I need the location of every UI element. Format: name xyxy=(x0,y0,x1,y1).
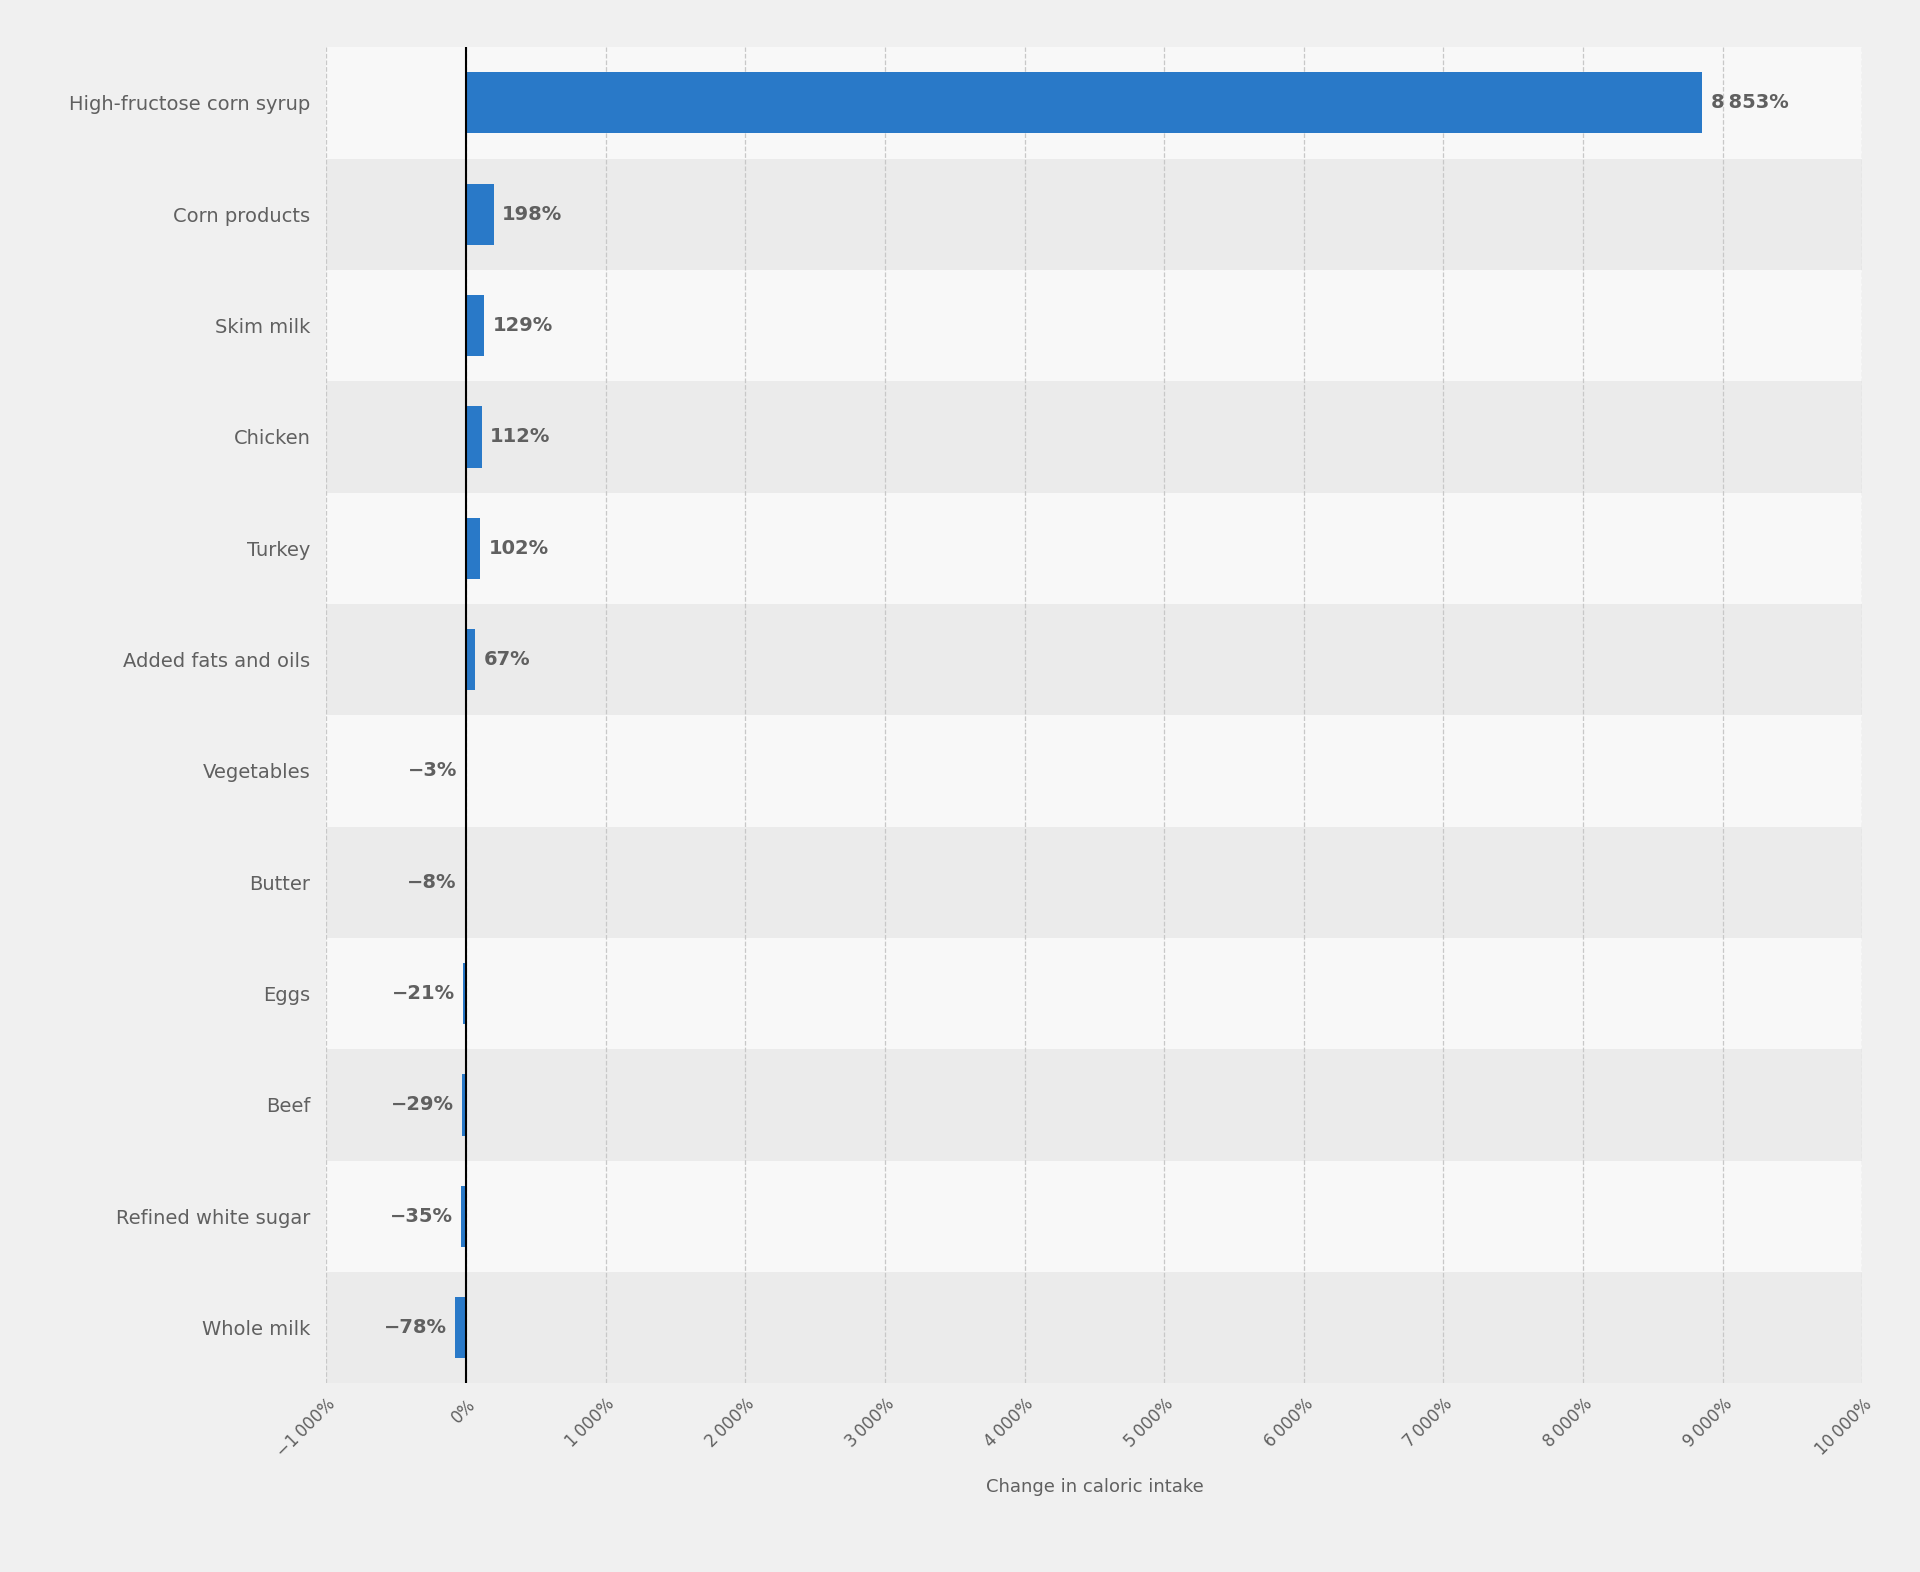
Text: −78%: −78% xyxy=(384,1319,447,1338)
Bar xyxy=(326,604,1862,715)
Text: 129%: 129% xyxy=(492,316,553,335)
Bar xyxy=(467,184,493,245)
Bar xyxy=(326,715,1862,827)
Bar xyxy=(326,382,1862,492)
Bar xyxy=(326,159,1862,270)
Text: 112%: 112% xyxy=(490,428,551,446)
Bar xyxy=(455,1297,467,1358)
Bar xyxy=(467,517,480,578)
Bar xyxy=(463,1074,467,1135)
Bar xyxy=(326,827,1862,938)
Text: 8 853%: 8 853% xyxy=(1711,93,1788,112)
Bar xyxy=(467,406,482,467)
Bar xyxy=(326,1050,1862,1160)
Bar xyxy=(326,270,1862,382)
Text: 102%: 102% xyxy=(490,539,549,558)
Bar xyxy=(467,296,484,357)
Text: −35%: −35% xyxy=(390,1207,453,1226)
Bar xyxy=(326,1160,1862,1272)
Bar xyxy=(326,938,1862,1050)
Bar xyxy=(467,629,476,690)
X-axis label: Change in caloric intake: Change in caloric intake xyxy=(985,1478,1204,1495)
Text: −21%: −21% xyxy=(392,984,455,1003)
Text: 67%: 67% xyxy=(484,651,530,670)
Bar xyxy=(326,492,1862,604)
Text: −29%: −29% xyxy=(390,1096,453,1115)
Bar xyxy=(467,72,1703,134)
Bar xyxy=(326,1272,1862,1383)
Bar xyxy=(461,1185,467,1247)
Bar xyxy=(463,964,467,1025)
Text: 198%: 198% xyxy=(501,204,563,223)
Text: −3%: −3% xyxy=(407,761,457,780)
Bar xyxy=(326,47,1862,159)
Text: −8%: −8% xyxy=(407,872,457,891)
